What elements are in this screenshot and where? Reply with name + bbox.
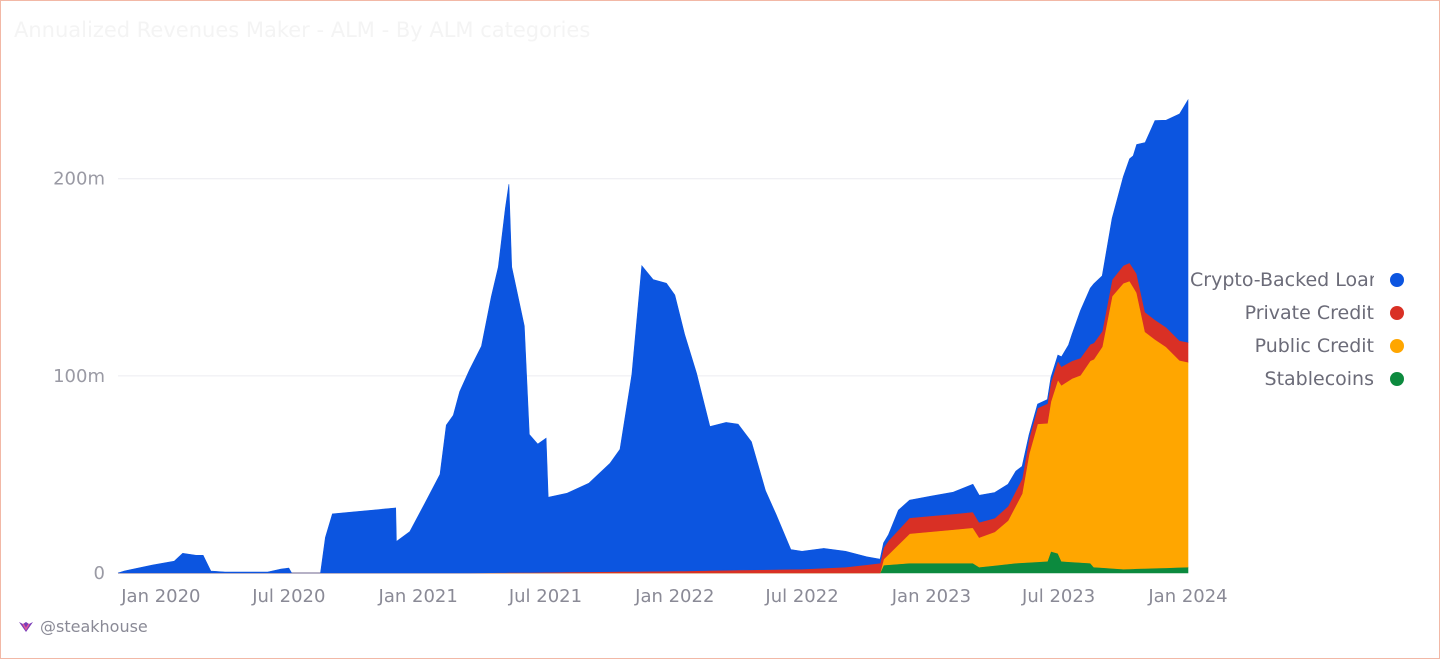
legend: Crypto-Backed Loans Private Credit Publi…: [1190, 266, 1410, 398]
legend-label: Private Credit: [1244, 302, 1374, 324]
steakhouse-logo-icon: [19, 622, 33, 632]
y-tick-label: 200m: [53, 169, 105, 190]
y-tick-label: 0: [94, 563, 105, 584]
y-tick-label: 100m: [53, 366, 105, 387]
legend-item-stablecoins[interactable]: Stablecoins: [1190, 365, 1410, 398]
legend-label: Crypto-Backed Loans: [1190, 269, 1374, 291]
legend-dot: [1390, 372, 1404, 386]
area-series-crypto-backed-loans: [117, 98, 1189, 574]
credit: @steakhouse: [18, 617, 148, 636]
x-tick-label: Jan 2024: [1147, 586, 1227, 607]
x-tick-label: Jan 2022: [634, 586, 714, 607]
legend-item-public-credit[interactable]: Public Credit: [1190, 332, 1410, 365]
chart-title: Annualized Revenues Maker - ALM - By ALM…: [14, 18, 591, 42]
legend-dot: [1390, 339, 1404, 353]
legend-label: Stablecoins: [1264, 368, 1374, 390]
x-tick-label: Jan 2021: [378, 586, 458, 607]
credit-text: @steakhouse: [40, 617, 148, 636]
x-tick-label: Jul 2023: [1021, 586, 1095, 607]
legend-dot: [1390, 273, 1404, 287]
x-tick-label: Jan 2020: [120, 586, 200, 607]
x-tick-label: Jan 2023: [891, 586, 971, 607]
legend-label: Public Credit: [1254, 335, 1374, 357]
x-tick-label: Jul 2022: [764, 586, 838, 607]
x-tick-label: Jul 2020: [251, 586, 325, 607]
legend-dot: [1390, 306, 1404, 320]
x-tick-label: Jul 2021: [508, 586, 582, 607]
legend-item-crypto-backed-loans[interactable]: Crypto-Backed Loans: [1190, 266, 1410, 299]
legend-item-private-credit[interactable]: Private Credit: [1190, 299, 1410, 332]
